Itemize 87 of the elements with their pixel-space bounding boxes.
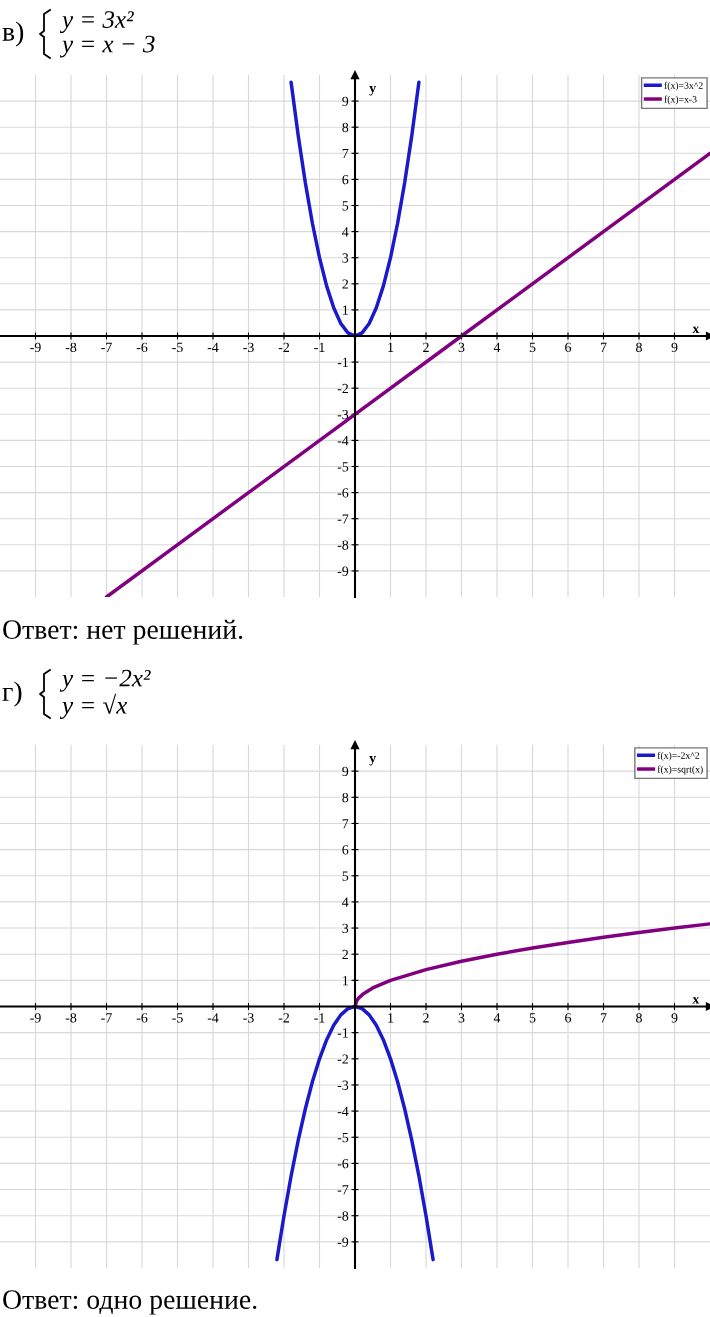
x-tick-label: -3: [243, 1013, 254, 1023]
chart-title: г): [2, 681, 22, 707]
x-tick-label: -9: [30, 342, 41, 353]
x-tick-label: 4: [493, 342, 501, 352]
x-tick-label: 6: [565, 342, 572, 353]
x-tick-label: 4: [493, 1013, 501, 1023]
x-tick-label: -2: [278, 1013, 290, 1023]
y-tick-label: -5: [337, 1132, 349, 1143]
y-tick-label: -5: [337, 462, 349, 472]
y-tick-label: -7: [337, 514, 349, 524]
y-tick-label: -6: [337, 488, 349, 498]
y-axis-title: y: [369, 86, 377, 96]
y-tick-label: -2: [337, 383, 348, 394]
x-axis-title: x: [692, 997, 700, 1004]
y-tick-label: -2: [337, 1054, 348, 1064]
x-tick-label: 6: [565, 1013, 572, 1023]
y-tick-label: -9: [337, 1237, 349, 1247]
y-axis-title: y: [369, 756, 377, 766]
x-tick-label: 9: [671, 1013, 678, 1023]
y-tick-label: -1: [337, 357, 348, 367]
y-tick-label: -8: [337, 540, 349, 550]
x-tick-label: 5: [529, 342, 536, 353]
x-tick-label: -2: [278, 342, 290, 352]
y-tick-label: 3: [342, 253, 349, 263]
legend-label: f(x)=x-3: [664, 95, 697, 105]
x-tick-label: -1: [314, 1013, 325, 1023]
x-tick-label: 7: [600, 1013, 607, 1023]
y-tick-label: 1: [343, 976, 348, 986]
legend-label: f(x)=-2x^2: [657, 751, 700, 761]
x-tick-label: 3: [458, 1013, 465, 1023]
text: Ответ: одно решение.: [3, 1290, 257, 1315]
y-tick-label: -4: [337, 1106, 349, 1116]
x-tick-label: 3: [458, 342, 465, 353]
x-tick-label: -4: [207, 1013, 219, 1023]
y-tick-label: 3: [342, 923, 349, 934]
y-tick-label: 5: [342, 871, 349, 881]
y-tick-label: -3: [337, 1080, 349, 1090]
chart-title: в): [2, 21, 24, 47]
x-tick-label: -3: [243, 342, 254, 353]
line-series: [289, 80, 421, 338]
x-tick-label: 8: [636, 1013, 642, 1023]
y-tick-label: 7: [342, 819, 349, 829]
y-tick-label: -8: [337, 1211, 349, 1221]
y-tick-label: 7: [342, 149, 349, 159]
y-tick-label: 9: [342, 766, 349, 777]
x-tick-label: -9: [30, 1013, 41, 1023]
y-tick-label: 2: [342, 279, 348, 289]
x-tick-label: -6: [136, 1013, 148, 1023]
x-tick-label: -5: [172, 342, 183, 353]
x-tick-label: -8: [65, 1013, 77, 1023]
legend-label: f(x)=3x^2: [664, 81, 703, 91]
x-tick-label: -6: [136, 342, 148, 353]
x-tick-label: -4: [207, 342, 219, 352]
y-tick-label: -1: [337, 1028, 348, 1038]
x-tick-label: 1: [388, 342, 394, 352]
y-tick-label: 8: [342, 792, 349, 803]
x-tick-label: -8: [65, 342, 77, 353]
y-tick-label: 8: [342, 122, 349, 133]
y-tick-label: -6: [337, 1159, 349, 1169]
x-tick-label: -7: [101, 342, 112, 352]
y-tick-label: 5: [342, 201, 349, 211]
chart-subtitle: y = 3x² y = x − 3: [59, 11, 155, 58]
x-tick-label: 2: [423, 1013, 429, 1023]
y-tick-label: 9: [342, 96, 349, 107]
y-tick-label: -4: [337, 436, 349, 446]
y-tick-label: -3: [337, 409, 349, 420]
x-tick-label: 1: [388, 1013, 394, 1023]
legend-label: f(x)=sqrt(x): [657, 765, 703, 775]
y-tick-label: 6: [342, 845, 349, 855]
text: Ответ: нет решений.: [3, 619, 243, 645]
x-axis-title: x: [692, 326, 700, 334]
x-tick-label: 7: [600, 342, 607, 352]
y-tick-label: 1: [343, 305, 348, 315]
x-tick-label: 5: [529, 1013, 536, 1023]
y-tick-label: 4: [342, 897, 349, 907]
y-tick-label: 4: [342, 227, 349, 237]
x-tick-label: -1: [314, 342, 325, 352]
chart-subtitle: y = −2x² y = √x: [59, 669, 151, 719]
y-tick-label: -9: [337, 566, 349, 576]
x-tick-label: -5: [172, 1013, 183, 1023]
x-tick-label: 9: [671, 342, 678, 353]
x-tick-label: 8: [636, 342, 642, 353]
x-tick-label: -7: [101, 1013, 112, 1023]
y-tick-label: 2: [342, 949, 348, 960]
y-tick-label: 6: [342, 175, 349, 185]
x-tick-label: 2: [423, 342, 429, 352]
y-tick-label: -7: [337, 1185, 349, 1195]
